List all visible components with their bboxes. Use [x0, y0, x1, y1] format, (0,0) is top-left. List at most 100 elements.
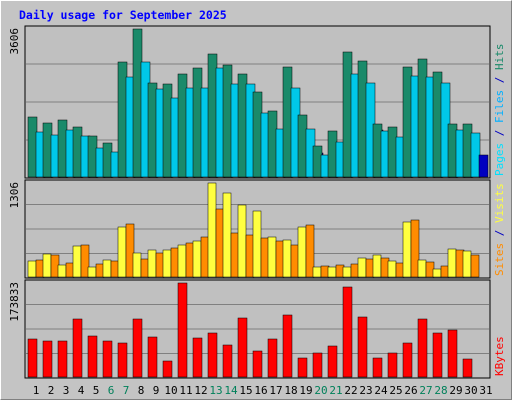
bar-hits-day-26: [402, 66, 413, 178]
bar-hits-day-10: [162, 83, 173, 178]
bar-hits-day-22: [342, 51, 353, 178]
bar-hits-day-19: [297, 114, 308, 178]
y-max-label-mid: 1306: [8, 182, 21, 209]
bar-kbytes-day-5: [87, 335, 98, 378]
bar-hits-day-21: [327, 130, 338, 178]
bar-kbytes-day-12: [192, 337, 203, 378]
bar-visits-day-7: [117, 226, 127, 278]
bar-kbytes-day-27: [417, 318, 428, 378]
x-tick-label-day-25: 25: [389, 384, 402, 397]
bar-hits-day-13: [207, 53, 218, 178]
bar-kbytes-day-7: [117, 342, 128, 378]
bar-kbytes-day-15: [237, 317, 248, 378]
bar-hits-day-5: [87, 135, 98, 178]
bar-kbytes-day-13: [207, 332, 218, 378]
x-tick-label-day-18: 18: [284, 384, 297, 397]
bar-kbytes-day-21: [327, 345, 338, 378]
bar-visits-day-20: [312, 266, 322, 278]
bar-kbytes-day-4: [72, 318, 83, 378]
x-tick-label-day-24: 24: [374, 384, 388, 397]
x-tick-label-day-16: 16: [254, 384, 267, 397]
legend-part: /: [493, 123, 506, 143]
y-legend-label-bot: KBytes: [493, 336, 506, 376]
x-tick-label-day-12: 12: [194, 384, 207, 397]
bar-visits-day-10: [162, 249, 172, 278]
bar-hits-day-11: [177, 73, 188, 178]
bar-kbytes-day-1: [27, 338, 38, 378]
legend-part: Hits: [493, 44, 506, 71]
x-tick-label-day-6: 6: [108, 384, 115, 397]
bar-visits-day-1: [27, 260, 37, 278]
bar-kbytes-day-24: [372, 357, 383, 378]
x-tick-label-day-29: 29: [449, 384, 462, 397]
bar-hits-day-2: [42, 122, 53, 178]
bar-sites-day-30: [470, 254, 480, 278]
bar-visits-day-16: [252, 210, 262, 278]
legend-part: Files: [493, 90, 506, 123]
bar-sites-day-7: [125, 223, 135, 278]
legend-part: Pages: [493, 143, 506, 176]
bar-hits-day-30: [462, 123, 473, 178]
bar-pages-day-30: [478, 154, 489, 178]
bar-hits-day-7: [117, 61, 128, 178]
bar-hits-day-17: [267, 110, 278, 178]
x-tick-label-day-1: 1: [33, 384, 40, 397]
y-max-label-top: 3606: [8, 28, 21, 55]
legend-part: /: [493, 70, 506, 90]
bar-kbytes-day-10: [162, 360, 173, 378]
bar-kbytes-day-22: [342, 286, 353, 378]
bar-hits-day-24: [372, 123, 383, 178]
bar-visits-day-6: [102, 259, 112, 278]
bar-visits-day-15: [237, 204, 247, 278]
x-tick-label-day-9: 9: [153, 384, 160, 397]
bar-visits-day-19: [297, 226, 307, 278]
x-tick-label-day-31: 31: [479, 384, 492, 397]
bar-sites-day-4: [80, 244, 90, 278]
bar-visits-day-30: [462, 250, 472, 278]
bar-hits-day-20: [312, 145, 323, 178]
x-tick-label-day-21: 21: [329, 384, 342, 397]
bar-hits-day-29: [447, 123, 458, 178]
x-tick-label-day-14: 14: [224, 384, 238, 397]
bar-hits-day-4: [72, 126, 83, 178]
bar-hits-day-9: [147, 82, 158, 178]
bar-visits-day-3: [57, 264, 67, 278]
bar-kbytes-day-20: [312, 352, 323, 378]
bar-visits-day-12: [192, 240, 202, 278]
x-tick-label-day-22: 22: [344, 384, 357, 397]
bar-kbytes-day-19: [297, 357, 308, 378]
bar-visits-day-4: [72, 245, 82, 278]
x-tick-label-day-20: 20: [314, 384, 327, 397]
bar-kbytes-day-23: [357, 316, 368, 378]
bar-kbytes-day-6: [102, 340, 113, 378]
y-legend-label-mid: Sites / Visits: [493, 183, 506, 276]
bar-kbytes-day-3: [57, 340, 68, 378]
x-tick-label-day-28: 28: [434, 384, 447, 397]
bar-files-day-30: [470, 132, 481, 178]
bar-hits-day-6: [102, 142, 113, 178]
bar-kbytes-day-8: [132, 318, 143, 378]
bar-kbytes-day-11: [177, 282, 188, 378]
x-tick-label-day-23: 23: [359, 384, 372, 397]
bar-visits-day-29: [447, 248, 457, 278]
bar-kbytes-day-26: [402, 342, 413, 378]
bar-visits-day-13: [207, 182, 217, 278]
y-legend-label-top: Pages / Files / Hits: [493, 44, 506, 177]
x-tick-label-day-10: 10: [164, 384, 177, 397]
bar-sites-day-26: [410, 219, 420, 278]
x-tick-label-day-7: 7: [123, 384, 130, 397]
x-tick-label-day-5: 5: [93, 384, 100, 397]
bar-kbytes-day-25: [387, 352, 398, 378]
bar-hits-day-3: [57, 119, 68, 178]
bar-hits-day-27: [417, 58, 428, 178]
bar-hits-day-15: [237, 73, 248, 178]
bar-visits-day-2: [42, 253, 52, 278]
x-tick-label-day-2: 2: [48, 384, 55, 397]
bar-hits-day-28: [432, 71, 443, 178]
x-tick-label-day-3: 3: [63, 384, 70, 397]
bar-kbytes-day-30: [462, 358, 473, 378]
bar-visits-day-27: [417, 259, 427, 278]
bar-visits-day-25: [387, 260, 397, 278]
bar-visits-day-22: [342, 266, 352, 278]
bar-kbytes-day-16: [252, 350, 263, 378]
